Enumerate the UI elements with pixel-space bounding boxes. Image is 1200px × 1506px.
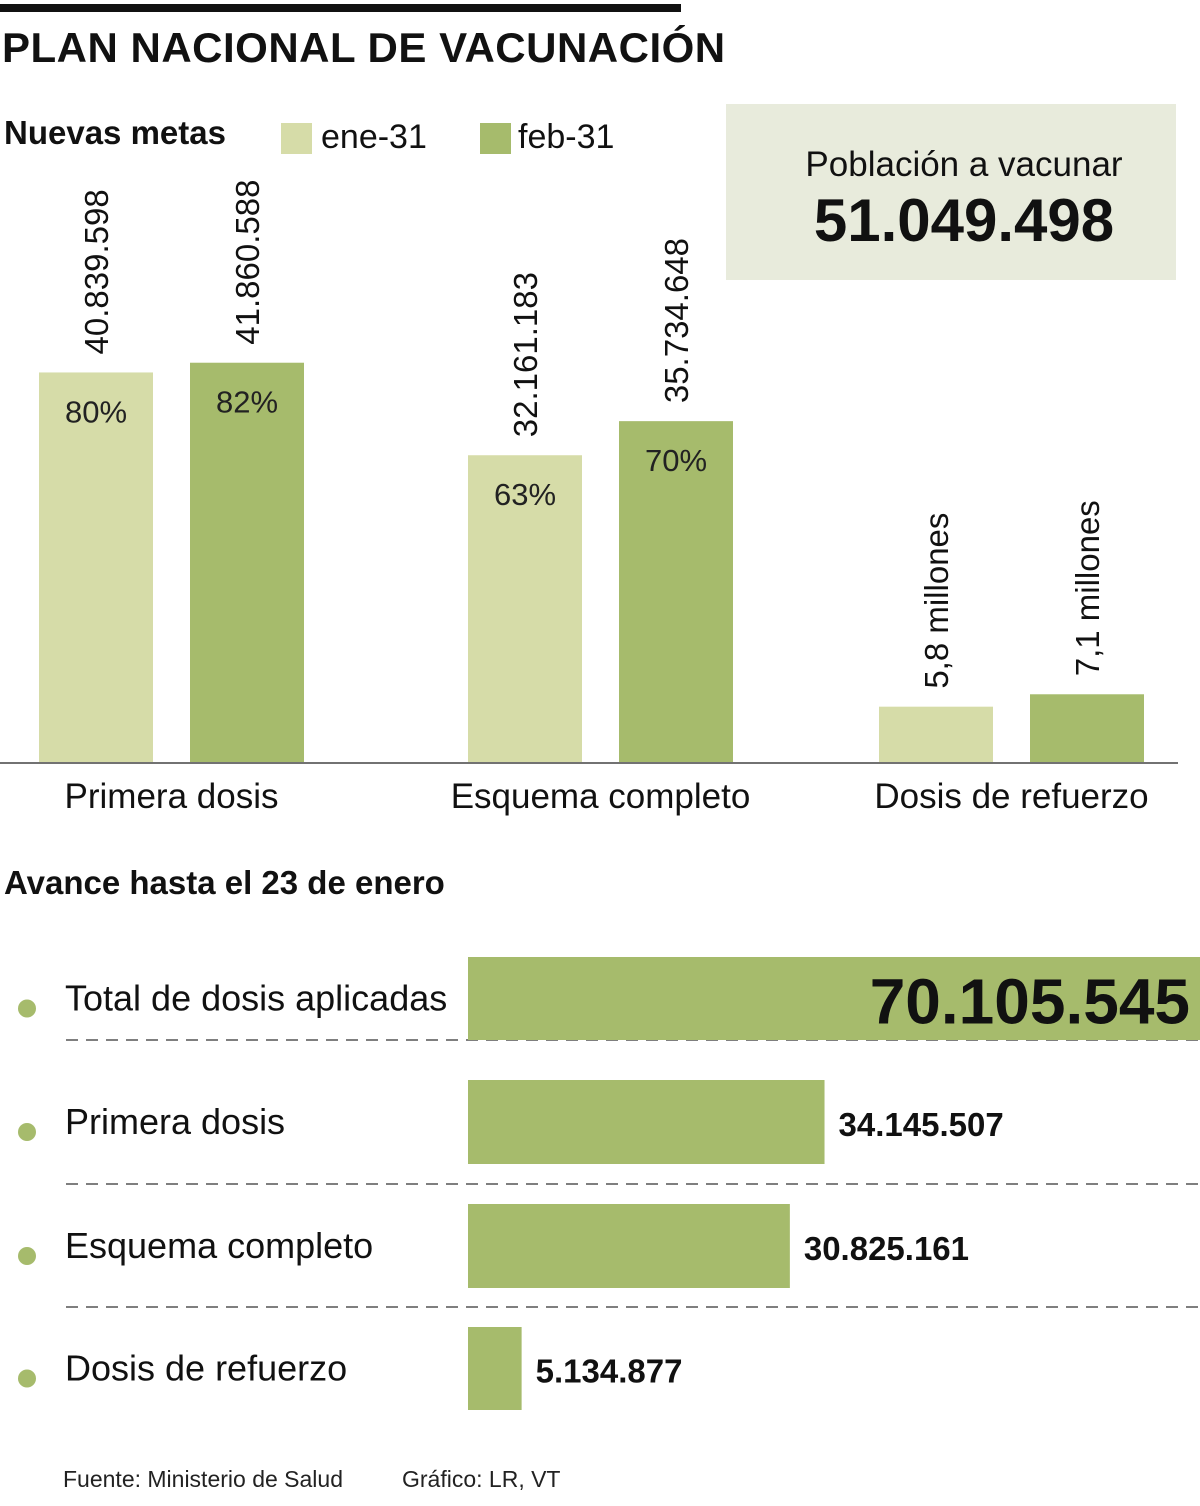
value-label-esquema-completo: 30.825.161 [804,1230,969,1267]
bullet-dosis-de-refuerzo [18,1369,36,1388]
row-label-dosis-de-refuerzo: Dosis de refuerzo [65,1348,347,1389]
population-box: Población a vacunar 51.049.498 [726,104,1176,280]
avance-chart: Total de dosis aplicadas 70.105.545 Primer… [18,957,1200,1410]
value-label-dosis-de-refuerzo-feb-31: 7,1 millones [1069,500,1106,676]
category-label-dosis-de-refuerzo: Dosis de refuerzo [874,777,1148,816]
bar-primera-dosis-ene-31 [39,372,153,762]
source-note: Fuente: Ministerio de Salud [63,1466,343,1492]
legend-label-feb-31: feb-31 [518,118,615,156]
legend-swatch-feb-31 [480,123,511,154]
nuevas-metas-chart: 40.839.598 80% 41.860.588 82% Primera dosis 3… [0,180,1178,816]
population-value: 51.049.498 [813,187,1115,254]
legend-swatch-ene-31 [281,123,312,154]
percent-label-primera-dosis-feb-31: 82% [216,385,278,420]
value-label-dosis-de-refuerzo-ene-31: 5,8 millones [918,513,955,689]
bar-esquema-completo [468,1204,790,1288]
chart-subtitle: Nuevas metas [4,114,226,151]
bar-primera-dosis-feb-31 [190,362,304,762]
value-label-total-de-dosis-aplicadas: 70.105.545 [870,966,1190,1038]
value-label-primera-dosis-feb-31: 41.860.588 [229,180,266,345]
title-rule [0,4,681,12]
page-title: PLAN NACIONAL DE VACUNACIÓN [2,24,726,71]
row-label-total-de-dosis-aplicadas: Total de dosis aplicadas [65,978,447,1019]
bullet-primera-dosis [18,1123,36,1141]
value-label-primera-dosis: 34.145.507 [839,1106,1004,1143]
bar-esquema-completo-ene-31 [468,455,582,762]
graphic-credit: Gráfico: LR, VT [402,1466,561,1492]
value-label-esquema-completo-ene-31: 32.161.183 [507,272,544,437]
bar-dosis-de-refuerzo-ene-31 [879,706,993,762]
value-label-esquema-completo-feb-31: 35.734.648 [658,238,695,403]
category-label-esquema-completo: Esquema completo [451,777,751,816]
bar-primera-dosis [468,1080,825,1164]
bar-esquema-completo-feb-31 [619,421,733,762]
bar-dosis-de-refuerzo-feb-31 [1030,694,1144,762]
row-label-primera-dosis: Primera dosis [65,1101,285,1142]
progress-section-title: Avance hasta el 23 de enero [4,864,445,901]
percent-label-esquema-completo-feb-31: 70% [645,443,707,478]
value-label-dosis-de-refuerzo: 5.134.877 [536,1353,683,1390]
category-label-primera-dosis: Primera dosis [65,777,279,816]
percent-label-esquema-completo-ene-31: 63% [494,477,556,512]
legend-label-ene-31: ene-31 [321,118,427,156]
value-label-primera-dosis-ene-31: 40.839.598 [78,189,115,354]
percent-label-primera-dosis-ene-31: 80% [65,394,127,429]
row-label-esquema-completo: Esquema completo [65,1225,373,1266]
bullet-esquema-completo [18,1247,36,1265]
bar-total-de-dosis-aplicadas [468,957,1200,1040]
bullet-total-de-dosis-aplicadas [18,999,36,1018]
bar-dosis-de-refuerzo [468,1327,522,1410]
population-label: Población a vacunar [805,145,1123,184]
